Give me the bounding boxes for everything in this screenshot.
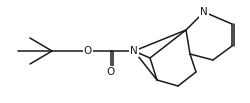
Text: N: N [130,46,137,56]
Text: N: N [199,7,207,17]
Text: O: O [106,67,115,77]
Text: O: O [84,46,92,56]
